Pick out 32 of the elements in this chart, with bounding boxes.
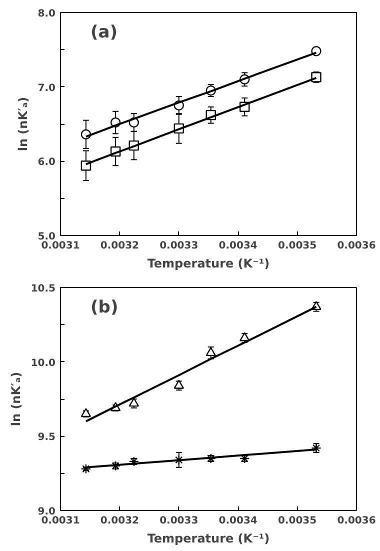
y-axis-title: ln (nK′ₐ) <box>8 372 23 426</box>
x-tick-label: 0.0034 <box>218 516 258 526</box>
point <box>174 454 184 466</box>
y-tick-label: 7.0 <box>38 82 56 94</box>
point <box>206 347 216 356</box>
x-tick-label: 0.0033 <box>160 516 198 526</box>
y-tick-label: 5.0 <box>38 232 56 242</box>
y-tick-label: 9.0 <box>38 506 56 518</box>
y-tick-label: 9.5 <box>38 432 56 444</box>
x-axis-title: Temperature (K⁻¹) <box>147 256 270 270</box>
y-tick-label: 6.0 <box>38 157 56 168</box>
point <box>80 408 92 418</box>
x-tick-label: 0.0035 <box>278 240 317 252</box>
x-tick-label: 0.0035 <box>278 516 317 526</box>
x-tick-label: 0.0032 <box>100 516 140 526</box>
x-tick-label: 0.0033 <box>160 240 198 252</box>
x-tick-label: 0.0031 <box>41 516 80 526</box>
point <box>174 380 184 389</box>
y-tick-label: 8.0 <box>38 8 56 20</box>
x-tick-label: 0.0032 <box>100 240 140 252</box>
x-axis-title: Temperature (K⁻¹) <box>147 532 270 546</box>
annotation: (b) <box>90 298 118 318</box>
x-tick-label: 0.0031 <box>41 240 80 252</box>
x-tick-label: 0.0036 <box>337 516 376 526</box>
y-axis-title: ln (nK′ₐ) <box>16 96 30 152</box>
x-tick-label: 0.0036 <box>337 240 376 252</box>
y-tick-label: 10.5 <box>30 284 56 294</box>
point <box>128 398 140 407</box>
point <box>240 332 250 342</box>
x-tick-label: 0.0034 <box>218 240 258 252</box>
annotation: (a) <box>90 22 118 42</box>
y-tick-label: 10.0 <box>30 358 56 369</box>
